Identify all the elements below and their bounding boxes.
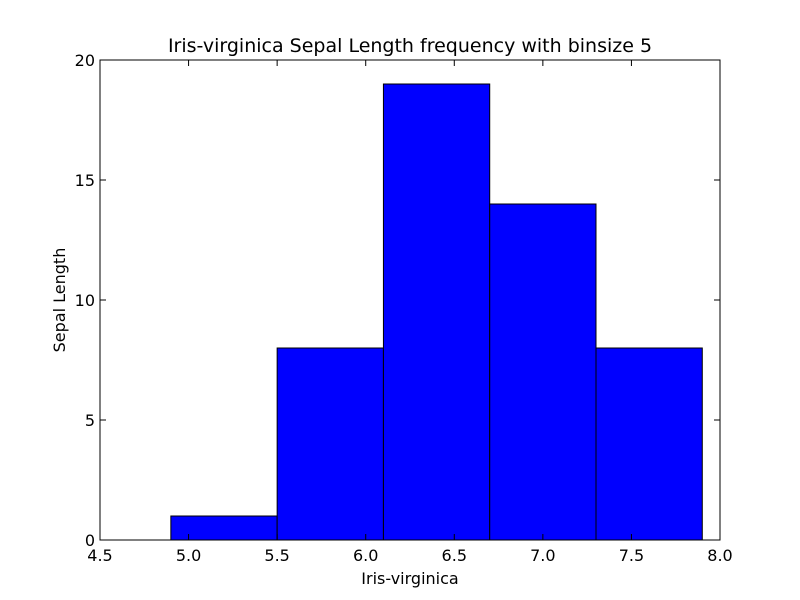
x-tick-label: 7.5 — [619, 546, 644, 565]
y-axis-title: Sepal Length — [50, 248, 69, 353]
bars-layer — [170, 83, 703, 541]
x-tick-label: 5.5 — [264, 546, 289, 565]
x-tick-labels: 4.5 5.0 5.5 6.0 6.5 7.0 7.5 8.0 — [87, 546, 732, 565]
y-tick-label: 15 — [75, 171, 95, 190]
x-axis-title: Iris-virginica — [361, 569, 458, 588]
y-tick-labels: 0 5 10 15 20 — [75, 51, 95, 550]
histogram-bar — [382, 83, 491, 541]
x-tick-label: 8.0 — [707, 546, 732, 565]
histogram-bar — [489, 203, 597, 541]
x-tick-label: 5.0 — [176, 546, 201, 565]
y-tick-label: 5 — [85, 411, 95, 430]
x-tick-label: 7.0 — [530, 546, 555, 565]
y-tick-label: 20 — [75, 51, 95, 70]
x-tick-label: 6.5 — [442, 546, 467, 565]
histogram-bar — [595, 347, 703, 541]
y-tick-label: 0 — [85, 531, 95, 550]
chart-title: Iris-virginica Sepal Length frequency wi… — [168, 35, 652, 57]
histogram-bar — [276, 347, 384, 541]
x-tick-label: 6.0 — [353, 546, 378, 565]
histogram-bar — [170, 515, 278, 541]
y-tick-label: 10 — [75, 291, 95, 310]
plot-frame — [99, 59, 721, 541]
x-tick-label: 4.5 — [87, 546, 112, 565]
